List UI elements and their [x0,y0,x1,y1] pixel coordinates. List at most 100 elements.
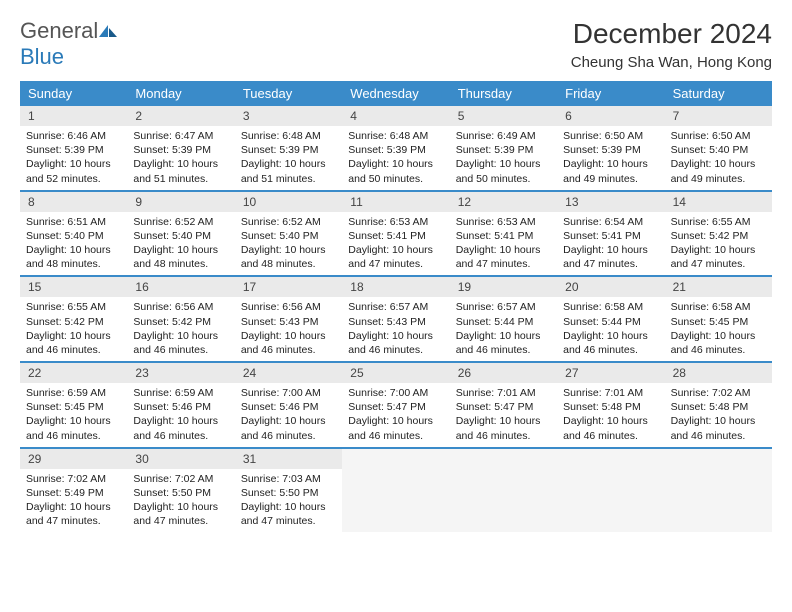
day-number: 26 [450,363,557,383]
sunset: Sunset: 5:43 PM [348,315,443,329]
daylight: Daylight: 10 hours and 46 minutes. [133,414,228,442]
calendar-cell: 23Sunrise: 6:59 AMSunset: 5:46 PMDayligh… [127,363,234,447]
day-info: Sunrise: 7:01 AMSunset: 5:47 PMDaylight:… [450,383,557,447]
sunrise: Sunrise: 6:46 AM [26,129,121,143]
calendar-cell: 6Sunrise: 6:50 AMSunset: 5:39 PMDaylight… [557,106,664,190]
day-number: 24 [235,363,342,383]
sunrise: Sunrise: 6:56 AM [133,300,228,314]
sunset: Sunset: 5:39 PM [563,143,658,157]
day-info: Sunrise: 7:00 AMSunset: 5:46 PMDaylight:… [235,383,342,447]
daylight: Daylight: 10 hours and 51 minutes. [133,157,228,185]
day-header: Tuesday [235,81,342,106]
calendar-cell: 18Sunrise: 6:57 AMSunset: 5:43 PMDayligh… [342,277,449,361]
daylight: Daylight: 10 hours and 48 minutes. [241,243,336,271]
calendar-cell: 25Sunrise: 7:00 AMSunset: 5:47 PMDayligh… [342,363,449,447]
sunrise: Sunrise: 6:52 AM [241,215,336,229]
logo: General Blue [20,18,118,70]
daylight: Daylight: 10 hours and 46 minutes. [26,329,121,357]
daylight: Daylight: 10 hours and 48 minutes. [26,243,121,271]
sunset: Sunset: 5:47 PM [348,400,443,414]
day-header: Sunday [20,81,127,106]
sunrise: Sunrise: 6:57 AM [456,300,551,314]
day-header: Wednesday [342,81,449,106]
sunrise: Sunrise: 6:55 AM [26,300,121,314]
sunrise: Sunrise: 6:52 AM [133,215,228,229]
day-number: 13 [557,192,664,212]
calendar-cell: 26Sunrise: 7:01 AMSunset: 5:47 PMDayligh… [450,363,557,447]
sunset: Sunset: 5:41 PM [348,229,443,243]
day-number: 2 [127,106,234,126]
sunrise: Sunrise: 7:01 AM [563,386,658,400]
calendar: SundayMondayTuesdayWednesdayThursdayFrid… [20,81,772,532]
daylight: Daylight: 10 hours and 47 minutes. [348,243,443,271]
day-number: 16 [127,277,234,297]
sail-icon [98,24,118,38]
daylight: Daylight: 10 hours and 49 minutes. [671,157,766,185]
calendar-cell: 5Sunrise: 6:49 AMSunset: 5:39 PMDaylight… [450,106,557,190]
daylight: Daylight: 10 hours and 46 minutes. [133,329,228,357]
calendar-cell: 28Sunrise: 7:02 AMSunset: 5:48 PMDayligh… [665,363,772,447]
day-info: Sunrise: 6:55 AMSunset: 5:42 PMDaylight:… [20,297,127,361]
day-info: Sunrise: 6:59 AMSunset: 5:45 PMDaylight:… [20,383,127,447]
day-number: 11 [342,192,449,212]
sunrise: Sunrise: 7:02 AM [133,472,228,486]
day-info: Sunrise: 6:52 AMSunset: 5:40 PMDaylight:… [127,212,234,276]
calendar-week: 8Sunrise: 6:51 AMSunset: 5:40 PMDaylight… [20,192,772,278]
calendar-cell: 31Sunrise: 7:03 AMSunset: 5:50 PMDayligh… [235,449,342,533]
day-number: 20 [557,277,664,297]
day-info: Sunrise: 6:58 AMSunset: 5:44 PMDaylight:… [557,297,664,361]
sunrise: Sunrise: 6:58 AM [671,300,766,314]
calendar-week: 1Sunrise: 6:46 AMSunset: 5:39 PMDaylight… [20,106,772,192]
sunset: Sunset: 5:40 PM [26,229,121,243]
day-number: 1 [20,106,127,126]
day-number: 7 [665,106,772,126]
sunset: Sunset: 5:39 PM [456,143,551,157]
calendar-cell: 16Sunrise: 6:56 AMSunset: 5:42 PMDayligh… [127,277,234,361]
calendar-week: 22Sunrise: 6:59 AMSunset: 5:45 PMDayligh… [20,363,772,449]
day-number: 19 [450,277,557,297]
location: Cheung Sha Wan, Hong Kong [571,54,772,71]
day-info: Sunrise: 6:58 AMSunset: 5:45 PMDaylight:… [665,297,772,361]
day-info: Sunrise: 6:56 AMSunset: 5:43 PMDaylight:… [235,297,342,361]
daylight: Daylight: 10 hours and 47 minutes. [241,500,336,528]
sunrise: Sunrise: 6:57 AM [348,300,443,314]
day-header: Thursday [450,81,557,106]
calendar-cell: 7Sunrise: 6:50 AMSunset: 5:40 PMDaylight… [665,106,772,190]
day-header: Friday [557,81,664,106]
calendar-cell: 17Sunrise: 6:56 AMSunset: 5:43 PMDayligh… [235,277,342,361]
daylight: Daylight: 10 hours and 52 minutes. [26,157,121,185]
logo-text-1: General [20,18,98,43]
sunrise: Sunrise: 6:56 AM [241,300,336,314]
calendar-cell: 24Sunrise: 7:00 AMSunset: 5:46 PMDayligh… [235,363,342,447]
calendar-cell: 30Sunrise: 7:02 AMSunset: 5:50 PMDayligh… [127,449,234,533]
daylight: Daylight: 10 hours and 50 minutes. [456,157,551,185]
calendar-cell: 12Sunrise: 6:53 AMSunset: 5:41 PMDayligh… [450,192,557,276]
sunset: Sunset: 5:39 PM [241,143,336,157]
day-info: Sunrise: 6:55 AMSunset: 5:42 PMDaylight:… [665,212,772,276]
day-number: 14 [665,192,772,212]
sunrise: Sunrise: 6:58 AM [563,300,658,314]
day-info: Sunrise: 6:47 AMSunset: 5:39 PMDaylight:… [127,126,234,190]
day-number: 10 [235,192,342,212]
calendar-cell: 20Sunrise: 6:58 AMSunset: 5:44 PMDayligh… [557,277,664,361]
sunset: Sunset: 5:47 PM [456,400,551,414]
calendar-cell: 10Sunrise: 6:52 AMSunset: 5:40 PMDayligh… [235,192,342,276]
day-number: 3 [235,106,342,126]
calendar-week: 29Sunrise: 7:02 AMSunset: 5:49 PMDayligh… [20,449,772,533]
day-info: Sunrise: 6:53 AMSunset: 5:41 PMDaylight:… [342,212,449,276]
sunrise: Sunrise: 6:47 AM [133,129,228,143]
daylight: Daylight: 10 hours and 46 minutes. [671,414,766,442]
day-number: 23 [127,363,234,383]
day-info: Sunrise: 6:52 AMSunset: 5:40 PMDaylight:… [235,212,342,276]
day-info: Sunrise: 6:57 AMSunset: 5:44 PMDaylight:… [450,297,557,361]
calendar-cell: 29Sunrise: 7:02 AMSunset: 5:49 PMDayligh… [20,449,127,533]
sunrise: Sunrise: 6:48 AM [241,129,336,143]
day-number: 9 [127,192,234,212]
daylight: Daylight: 10 hours and 46 minutes. [241,329,336,357]
daylight: Daylight: 10 hours and 46 minutes. [563,329,658,357]
daylight: Daylight: 10 hours and 46 minutes. [26,414,121,442]
sunset: Sunset: 5:50 PM [133,486,228,500]
daylight: Daylight: 10 hours and 51 minutes. [241,157,336,185]
calendar-cell: 2Sunrise: 6:47 AMSunset: 5:39 PMDaylight… [127,106,234,190]
sunrise: Sunrise: 7:00 AM [241,386,336,400]
